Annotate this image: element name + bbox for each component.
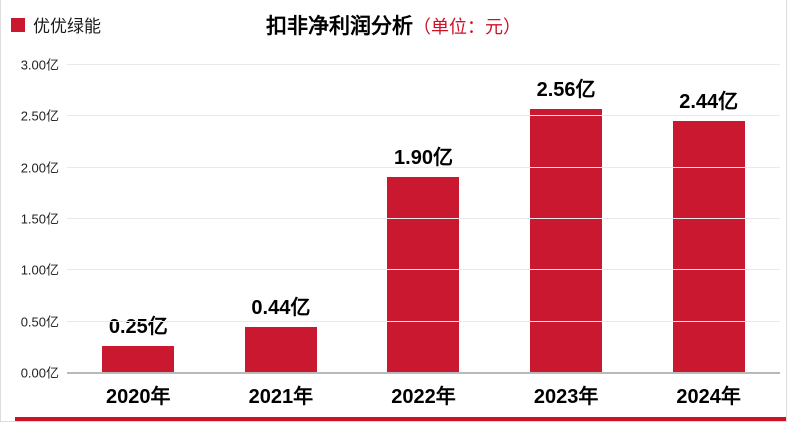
bar-column-2024年: 2.44亿 [637, 64, 780, 372]
legend-marker-icon [11, 17, 25, 32]
legend: 优优绿能 [11, 12, 101, 37]
gridline [67, 218, 780, 219]
legend-label: 优优绿能 [33, 17, 101, 36]
bar-2023年 [530, 109, 603, 372]
y-tick-label: 2.00亿 [20, 160, 59, 176]
title-wrap: 扣非净利润分析（单位：元） [1, 10, 786, 40]
x-axis-label-2020年: 2020年 [106, 386, 171, 408]
gridline [67, 269, 780, 270]
y-tick-label: 0.50亿 [20, 314, 59, 330]
bottom-accent-bar [15, 417, 786, 421]
x-axis-baseline [67, 372, 780, 374]
gridline [67, 64, 780, 65]
y-tick-label: 0.00亿 [20, 365, 59, 381]
page-title: 扣非净利润分析 [266, 15, 413, 38]
title-unit-label: （单位：元） [413, 17, 521, 37]
x-axis-labels: 2020年 2021年 2022年 2023年 2024年 [67, 380, 780, 409]
x-axis-label-2023年: 2023年 [533, 386, 599, 408]
x-axis-label-2021年: 2021年 [248, 386, 314, 408]
bar-2020年 [102, 346, 175, 372]
plot-area: 0.25亿 0.44亿 1.90亿 2.56亿 2.44亿 3.00亿 2.50亿 2.00… [21, 58, 780, 381]
y-tick-label: 3.00亿 [20, 57, 59, 73]
bar-value-label: 0.44亿 [251, 297, 311, 319]
bar-value-label: 1.90亿 [394, 147, 453, 169]
bar-value-label: 0.25亿 [108, 316, 168, 338]
bar-column-2022年: 1.90亿 [352, 64, 495, 372]
bar-2022年 [387, 177, 460, 372]
bar-value-label: 2.44亿 [679, 91, 739, 113]
bar-2021年 [244, 327, 317, 372]
gridline [67, 115, 780, 116]
x-axis-label-2022年: 2022年 [391, 386, 456, 408]
bars-row: 0.25亿 0.44亿 1.90亿 2.56亿 2.44亿 [67, 64, 780, 372]
bar-column-2021年: 0.44亿 [210, 64, 353, 372]
bar-value-label: 2.56亿 [536, 79, 596, 101]
gridline [67, 321, 780, 322]
y-tick-label: 1.00亿 [20, 262, 59, 278]
bar-2024年 [672, 121, 745, 372]
x-axis-label-2024年: 2024年 [676, 386, 741, 408]
y-tick-label: 2.50亿 [20, 108, 59, 124]
bar-column-2023年: 2.56亿 [495, 64, 638, 372]
y-tick-label: 1.50亿 [20, 211, 59, 227]
gridline [67, 167, 780, 168]
chart-header: 优优绿能 扣非净利润分析（单位：元） [1, 0, 786, 46]
